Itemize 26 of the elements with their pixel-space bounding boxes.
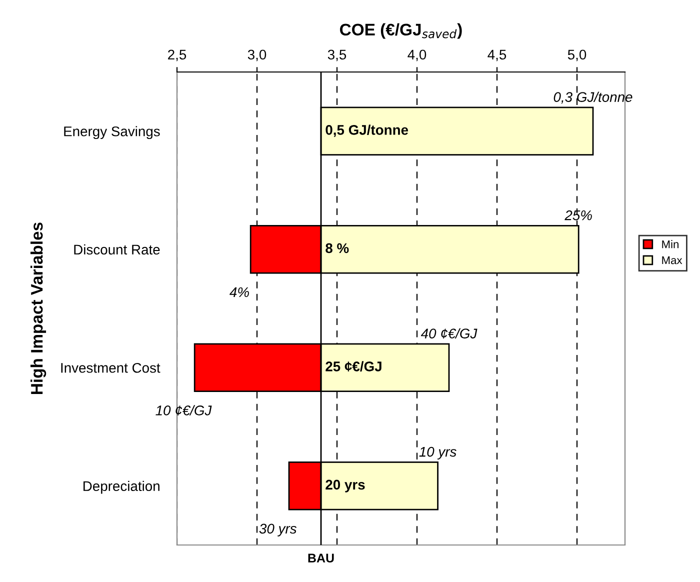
annotation: 40 ¢€/GJ (420, 328, 478, 339)
annotation: 20 yrs (326, 480, 365, 492)
annotation: 25 ¢€/GJ (326, 361, 382, 372)
annotation: 0,3 GJ/tonne (554, 92, 632, 104)
x-tick-label: 2,5 (168, 50, 186, 62)
legend-label: Max (662, 256, 682, 264)
legend-label: Min (662, 240, 678, 248)
y-tick-label: Depreciation (84, 480, 160, 494)
y-tick-label: Discount Rate (74, 244, 160, 255)
annotation: 30 yrs (259, 524, 297, 536)
x-tick-label: 4,5 (488, 50, 506, 62)
x-tick-label: 4,0 (408, 50, 426, 62)
annotation: 10 yrs (419, 446, 456, 460)
annotation: 8 % (326, 243, 349, 254)
ref-line-label: BAU (308, 554, 334, 563)
y-tick-label: Investment Cost (61, 362, 160, 373)
x-tick-label: 5,0 (568, 50, 586, 62)
x-tick-label: 3,5 (328, 50, 346, 62)
y-axis-title: High Impact Variables (30, 222, 46, 394)
annotation: 10 ¢€/GJ (156, 405, 212, 416)
x-tick-label: 3,0 (248, 50, 266, 62)
annotation: 25% (564, 210, 592, 220)
annotation: 4% (230, 287, 249, 298)
x-axis-title: COE (€/GJ$_{saved}$) (340, 23, 462, 39)
y-tick-label: Energy Savings (64, 126, 160, 140)
annotation: 0,5 GJ/tonne (326, 124, 408, 137)
